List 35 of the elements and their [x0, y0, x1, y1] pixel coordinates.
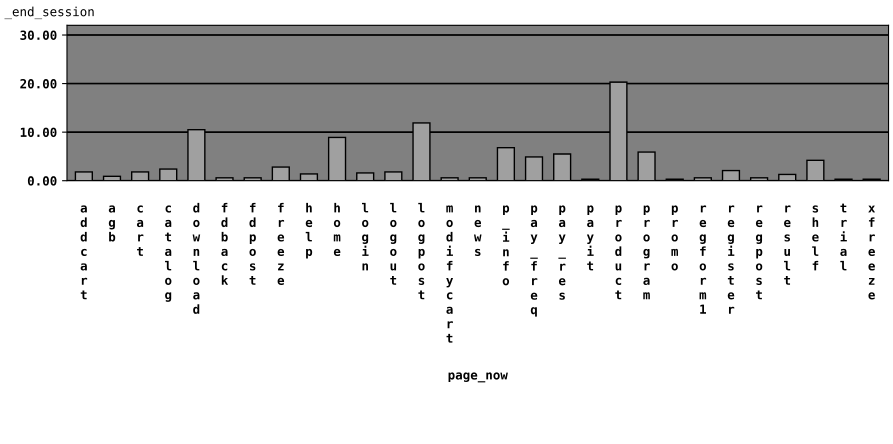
x-tick-label: regpost: [756, 205, 762, 300]
x-tick-label: agb: [108, 205, 116, 242]
category-label: modifycart: [446, 205, 454, 343]
y-tick-label: 20.00: [20, 79, 57, 89]
x-tick-label: result: [784, 205, 791, 285]
x-tick-label: login: [362, 202, 369, 270]
x-tick-label: pay_freq: [530, 205, 538, 317]
x-axis-title: page_now: [448, 372, 508, 382]
y-tick-label: 10.00: [20, 128, 57, 138]
y-axis-title: _end_session: [4, 6, 94, 20]
x-tick-label: fdpost: [249, 202, 256, 285]
x-tick-label: pay_res: [558, 205, 566, 300]
x-tick-label: trial: [840, 204, 847, 270]
x-tick-label: fdback: [221, 202, 228, 285]
x-tick-label: logpost: [418, 202, 425, 300]
y-tick-label: 30.00: [20, 30, 57, 40]
x-tick-label: download: [192, 202, 200, 314]
x-tick-label: news: [474, 205, 482, 256]
x-tick-label: program: [643, 205, 650, 300]
x-tick-label: product: [615, 205, 622, 300]
x-tick-label: home: [334, 202, 340, 256]
x-tick-label: xfreeze: [868, 206, 876, 300]
x-tick-label: help: [306, 202, 312, 258]
x-tick-label: freeze: [278, 202, 284, 285]
x-tick-label: catalog: [165, 205, 172, 302]
x-tick-label: regform1: [700, 205, 706, 314]
x-tick-label: p_info: [502, 205, 510, 286]
x-tick-label: addcart: [80, 205, 88, 300]
y-tick-label: 0.00: [28, 176, 57, 186]
x-tick-label: payit: [586, 205, 594, 270]
x-tick-label: logout: [390, 202, 397, 285]
x-tick-label: promo: [671, 205, 678, 270]
x-tick-label: register: [728, 205, 734, 314]
x-tick-label: shelf: [812, 205, 819, 270]
x-tick-label: cart: [136, 205, 144, 256]
